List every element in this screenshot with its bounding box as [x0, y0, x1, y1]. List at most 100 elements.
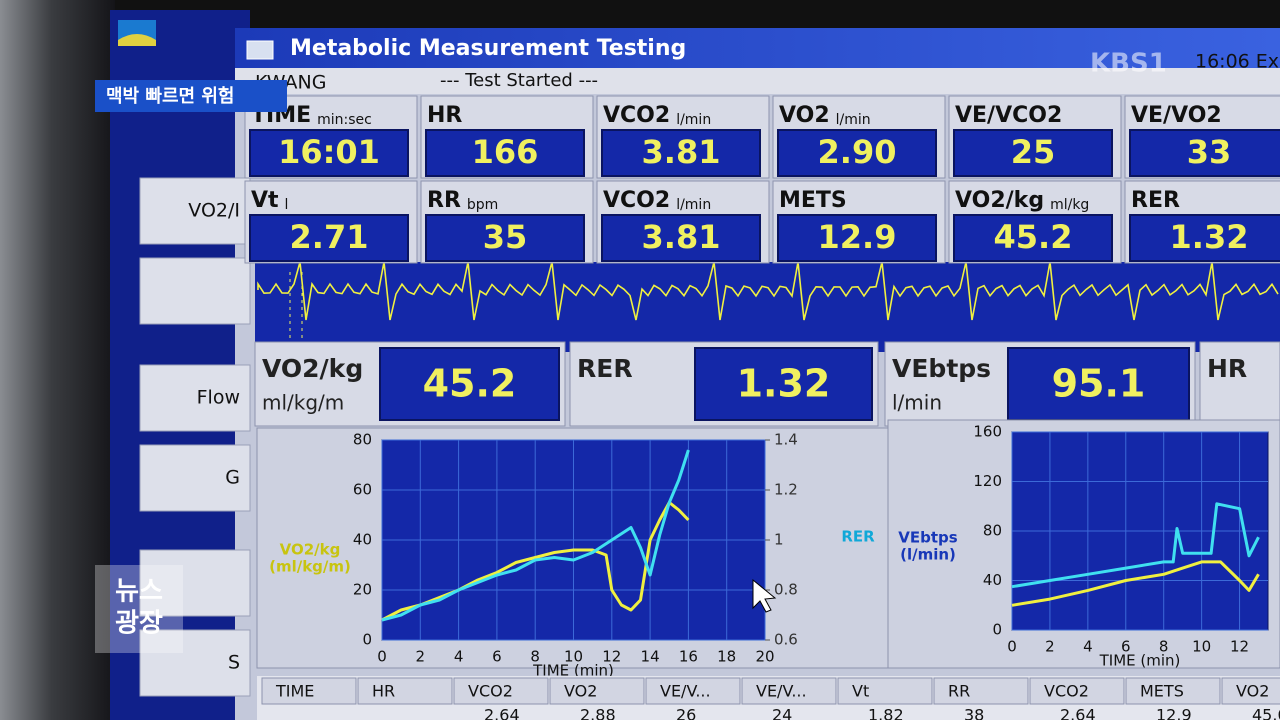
big-value-box: [379, 347, 560, 421]
metric-unit: ml/kg: [1050, 197, 1089, 213]
metric-value: 25: [1011, 133, 1056, 171]
metric-value-box: [425, 129, 585, 177]
program-logo-text: 광장: [115, 609, 163, 639]
metric-unit: l/min: [836, 112, 871, 128]
title-bar: [235, 28, 1280, 68]
table-header: VCO2: [1044, 682, 1089, 701]
x-tick-label: 4: [1083, 638, 1093, 656]
x-tick-label: 2: [416, 648, 426, 666]
big-value-box: [694, 347, 873, 421]
big-tile-label: RER: [577, 354, 633, 383]
clock: 16:06 Ex: [1195, 51, 1279, 73]
x-tick-label: 6: [1121, 638, 1131, 656]
metric-value-box: [601, 129, 761, 177]
metric-unit: min:sec: [317, 112, 372, 128]
metric-value: 166: [472, 133, 539, 171]
y-tick-label: 120: [973, 472, 1002, 490]
table-cell: 26: [676, 706, 696, 720]
program-logo: [95, 565, 183, 653]
metric-value-box: [425, 214, 585, 262]
window-icon: [246, 40, 274, 60]
x-tick-label: 6: [492, 648, 502, 666]
y-axis-label: (l/min): [900, 546, 956, 564]
metric-label: Vt: [251, 188, 279, 213]
status-bar: [235, 68, 1280, 94]
x-tick-label: 12: [1230, 638, 1249, 656]
metric-value-box: [953, 129, 1113, 177]
y-tick-label: 40: [983, 571, 1002, 589]
metric-value-box: [953, 214, 1113, 262]
big-tile-unit: ml/kg/m: [262, 391, 344, 415]
table-cell: 2.88: [580, 706, 616, 720]
metric-label: VE/VCO2: [955, 103, 1062, 128]
side-button: [139, 629, 251, 697]
y2-tick-label: 1: [774, 531, 784, 549]
metric-label: RER: [1131, 188, 1180, 213]
metric-value: 2.71: [290, 218, 369, 256]
y-axis-label: VEbtps: [898, 529, 958, 547]
big-value-box: [1007, 347, 1190, 421]
table-cell: 45.0: [1252, 706, 1280, 720]
big-tile-label: HR: [1207, 354, 1247, 383]
big-value: 45.2: [423, 362, 517, 406]
big-tile-label: VEbtps: [892, 354, 991, 383]
table-cell: 2.64: [484, 706, 520, 720]
metric-label: HR: [427, 103, 462, 128]
table-header: HR: [372, 682, 395, 701]
x-axis-label: TIME (min): [1099, 652, 1181, 670]
y2-tick-label: 1.2: [774, 481, 798, 499]
x-tick-label: 10: [1192, 638, 1211, 656]
table-header: VE/V...: [756, 682, 807, 701]
window-title: Metabolic Measurement Testing: [290, 36, 686, 61]
data-line: [1011, 560, 1260, 607]
metric-value: 16:01: [278, 133, 380, 171]
table-header-cell: [1029, 677, 1125, 705]
y2-tick-label: 1.4: [774, 431, 798, 449]
table-header-cell: [1125, 677, 1221, 705]
metric-unit: l/min: [676, 197, 711, 213]
x-axis-label: TIME (min): [532, 662, 614, 680]
table-header-cell: [933, 677, 1029, 705]
metric-value-box: [601, 214, 761, 262]
data-line: [1011, 502, 1260, 589]
metric-value: 45.2: [994, 218, 1073, 256]
x-tick-label: 4: [454, 648, 464, 666]
metric-unit: bpm: [467, 197, 498, 213]
metric-value: 2.90: [818, 133, 897, 171]
y2-axis-label: RER: [841, 528, 875, 546]
news-caption: 맥박 빠르면 위험: [106, 85, 234, 107]
metric-value: 1.32: [1170, 218, 1249, 256]
ecg-trace: [257, 261, 1279, 321]
side-button-label: S: [228, 652, 240, 674]
table-header: VO2: [1236, 682, 1269, 701]
x-tick-label: 8: [1159, 638, 1169, 656]
y2-tick-label: 0.6: [774, 631, 798, 649]
y-axis-label: VO2/kg: [280, 541, 341, 559]
table-header-cell: [261, 677, 357, 705]
big-tile-unit: l/min: [892, 391, 942, 415]
program-logo-text: 뉴스: [115, 577, 163, 607]
table-cell: 24: [772, 706, 792, 720]
table-header: VCO2: [468, 682, 513, 701]
metric-label: VCO2: [603, 188, 670, 213]
metric-value: 33: [1187, 133, 1232, 171]
x-tick-label: 0: [1007, 638, 1017, 656]
table-header: Vt: [852, 682, 869, 701]
y-tick-label: 160: [973, 423, 1002, 441]
side-button: [139, 444, 251, 512]
table-header-cell: [837, 677, 933, 705]
y-tick-label: 60: [353, 481, 372, 499]
side-button: [139, 177, 251, 245]
metric-label: VE/VO2: [1131, 103, 1222, 128]
table-header: METS: [1140, 682, 1184, 701]
table-header: VO2: [564, 682, 597, 701]
x-tick-label: 14: [641, 648, 660, 666]
x-tick-label: 16: [679, 648, 698, 666]
table-header-cell: [741, 677, 837, 705]
y-axis-label: (ml/kg/m): [269, 558, 351, 576]
ecg-strip: [255, 262, 1280, 352]
metric-value-box: [777, 129, 937, 177]
table-cell: 12.9: [1156, 706, 1192, 720]
